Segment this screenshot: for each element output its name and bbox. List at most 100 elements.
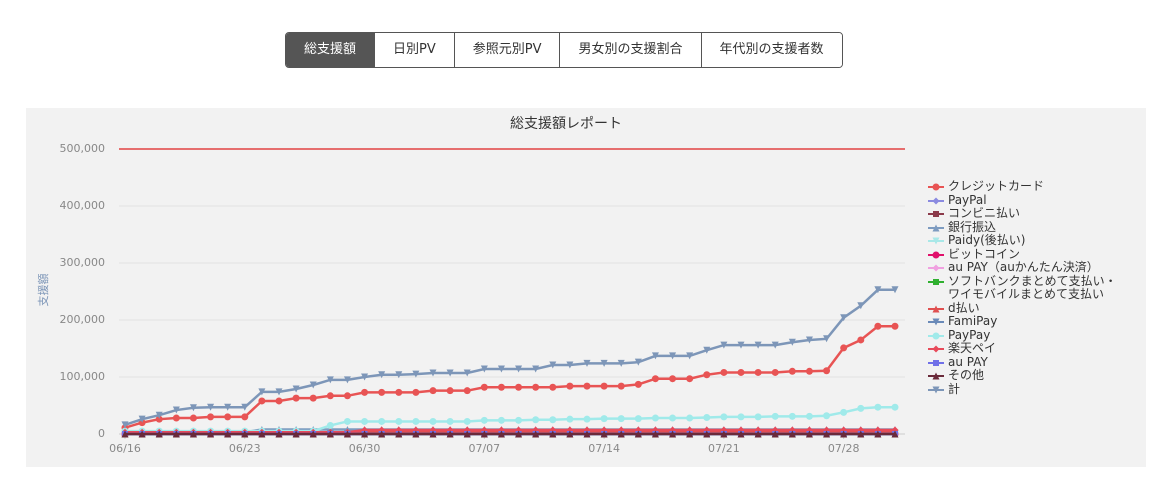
legend-label: FamiPay [948,314,998,328]
legend-label: ソフトバンクまとめて支払い・ワイモバイルまとめて支払い [948,273,1117,301]
marker [686,375,694,383]
marker [840,344,848,352]
marker [292,385,300,393]
marker [189,414,197,422]
marker [720,341,728,349]
marker [669,430,677,438]
marker [463,430,471,438]
marker [155,415,163,423]
legend-item[interactable]: FamiPay [928,314,1128,329]
marker [600,382,608,390]
marker [497,430,505,438]
legend-item[interactable]: 銀行振込 [928,220,1128,235]
marker [932,264,940,272]
marker [326,376,334,384]
tab[interactable]: 男女別の支援割合 [559,33,701,67]
legend-swatch [928,197,944,204]
legend-item[interactable]: au PAY（auかんたん決済） [928,260,1128,275]
marker [463,369,471,377]
y-tick-label: 100,000 [60,370,106,383]
marker [703,346,711,354]
marker [686,352,694,360]
legend-label: PayPay [948,327,991,342]
marker [686,430,694,438]
tab[interactable]: 年代別の支援者数 [700,33,842,67]
marker [891,430,899,438]
tab[interactable]: 日別PV [374,33,454,67]
marker [617,382,625,390]
legend-item[interactable]: PayPal [928,192,1128,208]
marker [932,197,940,204]
marker [617,415,625,423]
marker [583,430,591,438]
marker [532,416,540,424]
marker [703,371,711,379]
marker [378,371,386,379]
marker [189,404,197,412]
marker [823,335,831,343]
legend-item[interactable]: PayPay [928,327,1128,343]
legend-item[interactable]: ビットコイン [928,247,1128,262]
legend-item[interactable]: ソフトバンクまとめて支払い・ワイモバイルまとめて支払い [928,273,1128,302]
marker [703,430,711,438]
y-tick-label: 500,000 [60,142,106,155]
legend-item[interactable]: クレジットカード [928,179,1128,194]
marker [874,322,882,330]
legend-swatch [928,237,944,245]
marker [309,394,317,402]
marker [292,394,300,402]
marker [823,367,831,375]
legend-label: Paidy(後払い) [948,233,1026,247]
marker [805,367,813,375]
marker [412,417,420,425]
marker [566,382,574,390]
marker [429,387,437,395]
legend-swatch [928,224,944,231]
marker [241,430,249,438]
marker [121,421,129,429]
marker [138,430,146,438]
tab[interactable]: 参照元別PV [453,33,560,67]
marker [566,361,574,369]
marker [771,412,779,420]
legend-item[interactable]: 楽天ペイ [928,341,1128,356]
marker [224,403,232,411]
x-tick-label: 07/14 [588,442,620,455]
marker [275,430,283,438]
legend-item[interactable]: d払い [928,301,1128,316]
marker [600,430,608,438]
marker [891,403,899,411]
marker [754,413,762,421]
marker [891,322,899,330]
marker [549,430,557,438]
legend-swatch [928,332,944,339]
marker [326,430,334,438]
legend-swatch [928,386,944,393]
legend-label: PayPal [948,192,987,207]
legend-item[interactable]: その他 [928,368,1128,383]
marker [840,430,848,438]
marker [412,388,420,396]
y-tick-label: 200,000 [60,313,106,326]
marker [258,388,266,396]
marker [823,430,831,438]
marker [651,430,659,438]
marker [840,314,848,322]
marker [549,361,557,369]
marker [446,387,454,395]
marker [241,403,249,411]
legend-label: コンビニ払い [948,206,1021,220]
legend-item[interactable]: コンビニ払い [928,206,1128,221]
marker [932,372,940,380]
legend-item[interactable]: Paidy(後払い) [928,233,1128,248]
marker [874,286,882,294]
marker [737,341,745,349]
legend-item[interactable]: au PAY [928,355,1128,370]
legend-item[interactable]: 計 [928,382,1128,397]
tab[interactable]: 総支援額 [286,33,375,67]
marker [720,368,728,376]
marker [840,408,848,416]
marker [634,380,642,388]
marker [497,416,505,424]
marker [121,430,129,438]
